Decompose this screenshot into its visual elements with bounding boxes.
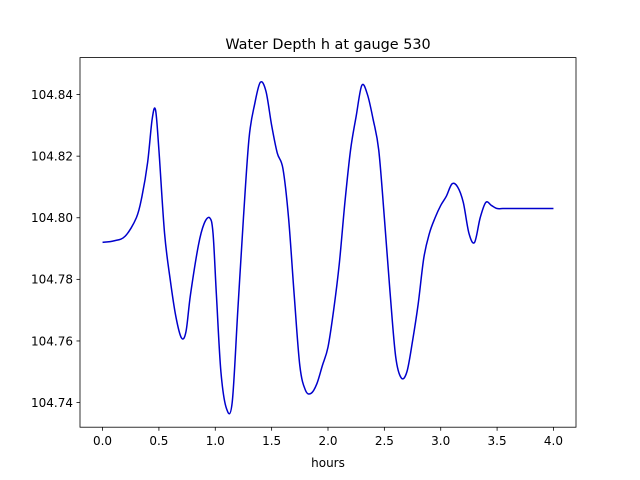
x-tick-label: 1.0 <box>206 434 225 448</box>
x-axis: 0.0 0.5 1.0 1.5 2.0 2.5 3.0 3.5 4.0 <box>93 427 563 448</box>
plot-area <box>102 81 554 415</box>
y-tick-label: 104.82 <box>31 149 73 163</box>
x-tick-label: 0.5 <box>149 434 168 448</box>
x-tick-label: 1.5 <box>262 434 281 448</box>
y-axis: 104.74 104.76 104.78 104.80 104.82 104.84 <box>31 88 80 410</box>
x-axis-label: hours <box>311 456 345 470</box>
x-tick-label: 2.5 <box>375 434 394 448</box>
x-tick-label: 2.0 <box>318 434 337 448</box>
x-tick-label: 3.0 <box>431 434 450 448</box>
series-line-0 <box>102 81 554 415</box>
y-tick-label: 104.80 <box>31 211 73 225</box>
y-tick-label: 104.84 <box>31 88 73 102</box>
x-tick-label: 0.0 <box>93 434 112 448</box>
chart-title: Water Depth h at gauge 530 <box>225 37 430 53</box>
x-tick-label: 3.5 <box>488 434 507 448</box>
x-tick-label: 4.0 <box>544 434 563 448</box>
y-tick-label: 104.78 <box>31 273 73 287</box>
y-tick-label: 104.76 <box>31 334 73 348</box>
y-tick-label: 104.74 <box>31 396 73 410</box>
